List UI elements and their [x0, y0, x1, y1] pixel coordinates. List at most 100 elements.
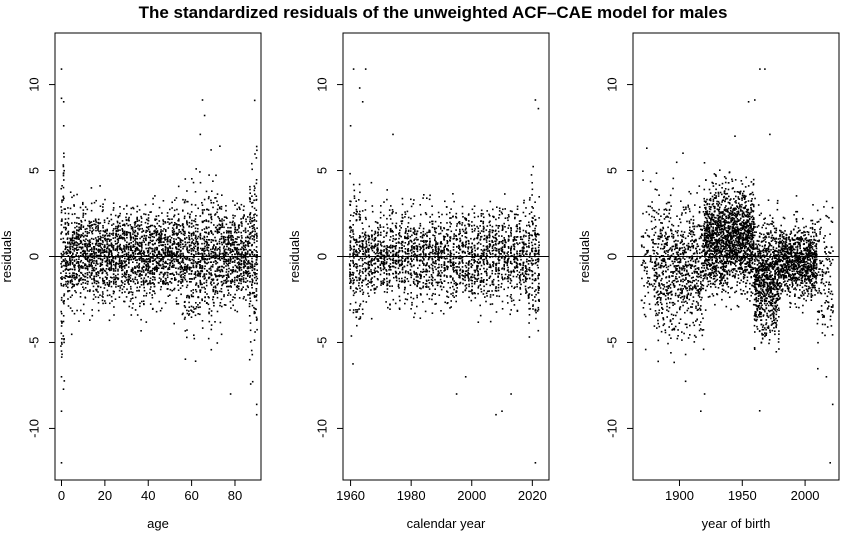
data-point	[434, 293, 436, 295]
data-point	[398, 233, 400, 235]
data-point	[228, 276, 230, 278]
data-point	[221, 220, 223, 222]
data-point	[79, 271, 82, 274]
data-point	[171, 234, 174, 236]
data-point	[192, 292, 194, 294]
data-point	[389, 308, 391, 310]
data-point	[247, 223, 249, 225]
data-point	[415, 279, 418, 282]
data-point	[153, 249, 156, 252]
data-point	[415, 254, 418, 257]
data-point	[84, 282, 87, 284]
data-point	[140, 318, 142, 321]
data-point	[84, 250, 86, 252]
data-point	[359, 269, 361, 272]
data-point	[232, 200, 234, 202]
data-point	[225, 243, 227, 245]
data-point	[446, 295, 448, 298]
data-point	[193, 273, 196, 275]
data-point	[426, 280, 428, 282]
data-point	[187, 294, 189, 297]
data-point	[90, 261, 93, 264]
data-point	[173, 230, 176, 233]
data-point	[134, 221, 137, 223]
data-point	[188, 235, 190, 237]
data-point	[201, 237, 204, 240]
data-point	[197, 285, 200, 287]
data-point	[223, 294, 225, 296]
data-point	[127, 280, 130, 282]
data-point	[78, 217, 80, 219]
data-point	[64, 208, 66, 210]
data-point	[395, 253, 397, 255]
data-point	[188, 313, 191, 315]
data-point	[349, 231, 352, 233]
data-point	[255, 403, 258, 406]
data-point	[211, 190, 213, 192]
data-point	[218, 227, 221, 229]
data-point	[111, 224, 113, 226]
data-point	[71, 239, 74, 242]
data-point	[204, 261, 206, 263]
data-point	[411, 249, 413, 251]
data-point	[440, 226, 442, 228]
data-point	[190, 278, 193, 280]
data-point	[422, 250, 424, 252]
data-point	[221, 252, 224, 255]
data-point	[445, 213, 448, 216]
data-point	[429, 194, 431, 197]
data-point	[251, 227, 254, 230]
data-point	[425, 246, 428, 249]
data-point	[403, 291, 406, 294]
data-point	[245, 220, 247, 223]
data-point	[90, 274, 93, 276]
data-point	[182, 209, 184, 212]
data-point	[413, 232, 415, 234]
data-point	[65, 283, 67, 285]
data-point	[416, 230, 419, 232]
data-point	[189, 244, 191, 247]
data-point	[101, 263, 104, 266]
data-point	[368, 256, 371, 259]
data-point	[149, 261, 151, 263]
data-point	[248, 294, 251, 296]
data-point	[127, 279, 130, 281]
data-point	[78, 268, 81, 271]
data-point	[60, 252, 63, 255]
data-point	[368, 281, 371, 284]
data-point	[232, 217, 235, 219]
data-point	[361, 248, 364, 250]
data-point	[139, 245, 141, 247]
data-point	[128, 274, 130, 276]
data-point	[73, 259, 76, 262]
data-point	[432, 284, 434, 287]
data-point	[120, 263, 123, 265]
data-point	[365, 234, 367, 237]
data-point	[112, 223, 115, 225]
data-point	[129, 300, 132, 302]
data-point	[107, 238, 110, 240]
data-point	[89, 289, 91, 291]
data-point	[64, 228, 67, 231]
data-point	[121, 276, 123, 278]
data-point	[199, 234, 202, 237]
data-point	[385, 232, 388, 235]
data-point	[108, 249, 111, 252]
data-point	[215, 263, 217, 265]
data-point	[255, 179, 258, 181]
data-point	[410, 254, 413, 257]
data-point	[154, 292, 156, 295]
data-point	[441, 229, 444, 232]
data-point	[406, 253, 409, 255]
data-point	[86, 272, 89, 274]
data-point	[209, 282, 212, 285]
data-point	[456, 223, 458, 225]
data-point	[124, 261, 126, 264]
data-point	[134, 226, 136, 228]
data-point	[253, 219, 256, 221]
data-point	[62, 101, 65, 103]
data-point	[367, 279, 370, 282]
data-point	[225, 223, 228, 226]
data-point	[179, 255, 181, 257]
data-point	[188, 215, 191, 218]
